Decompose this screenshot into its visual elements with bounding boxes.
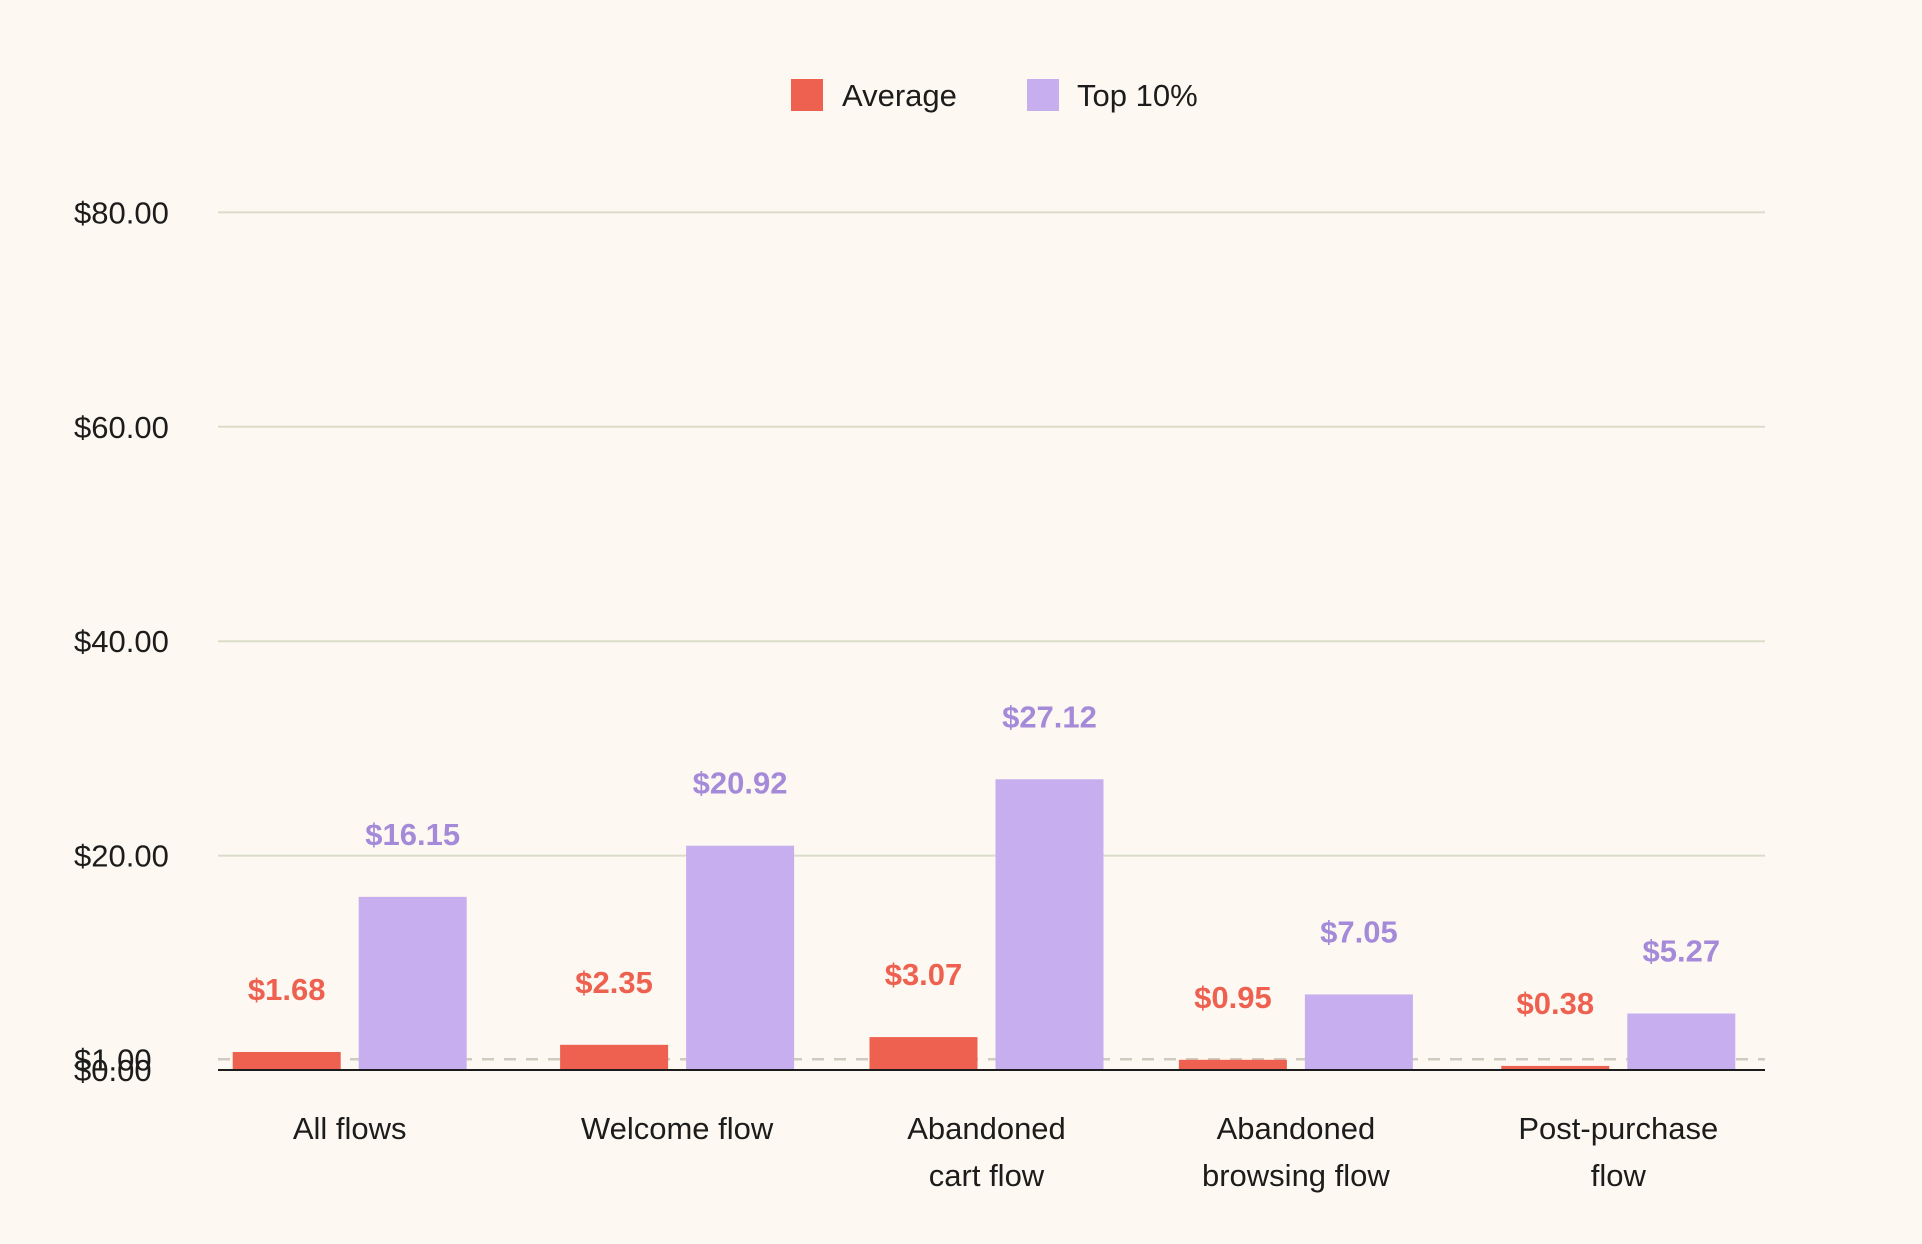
bars	[232, 779, 1736, 1070]
legend-swatch-average	[791, 79, 823, 111]
data-label-average: $2.35	[575, 965, 653, 1000]
bar-average	[869, 1037, 978, 1070]
y-tick-label: $40.00	[74, 624, 169, 659]
grid-lines	[218, 211, 1765, 1061]
data-labels: $1.68 $16.15 $2.35 $20.92 $3.07 $27.12 $0.95 $7…	[248, 699, 1720, 1021]
x-category-label: Welcome flow	[581, 1111, 774, 1146]
x-category-label: Abandoned	[1217, 1111, 1376, 1146]
x-category-label: flow	[1591, 1158, 1647, 1193]
x-category-label: Post-purchase	[1518, 1111, 1718, 1146]
data-label-average: $1.68	[248, 972, 326, 1007]
bar-average	[232, 1051, 341, 1070]
x-category-label: browsing flow	[1202, 1158, 1390, 1193]
y-tick-label: $80.00	[74, 195, 169, 230]
bar-top-10	[1627, 1013, 1736, 1070]
data-label-top-10: $16.15	[365, 817, 460, 852]
bar-top-10	[686, 845, 795, 1070]
data-label-top-10: $5.27	[1643, 934, 1721, 969]
y-tick-label: $1.00	[74, 1042, 152, 1077]
y-axis-tick-labels: $80.00 $60.00 $40.00 $20.00 $1.00$0.00	[74, 195, 169, 1088]
legend-swatch-top-10	[1027, 79, 1059, 111]
bar-top-10	[995, 779, 1104, 1070]
x-category-label: cart flow	[929, 1158, 1045, 1193]
legend-label-average: Average	[842, 78, 957, 113]
legend: Average Top 10%	[791, 78, 1198, 113]
bar-average	[1178, 1059, 1287, 1070]
x-category-label: Abandoned	[907, 1111, 1066, 1146]
x-category-label: All flows	[293, 1111, 407, 1146]
x-axis-category-labels: All flows Welcome flow Abandoned cart flow A…	[293, 1111, 1718, 1193]
data-label-top-10: $27.12	[1002, 699, 1097, 734]
bar-average	[1501, 1065, 1610, 1070]
data-label-top-10: $20.92	[693, 766, 788, 801]
legend-label-top-10: Top 10%	[1077, 78, 1198, 113]
data-label-average: $3.07	[885, 957, 963, 992]
bar-top-10	[358, 896, 467, 1070]
data-label-average: $0.38	[1517, 986, 1595, 1021]
data-label-average: $0.95	[1194, 980, 1272, 1015]
bar-average	[560, 1044, 669, 1070]
bar-top-10	[1304, 994, 1413, 1070]
data-label-top-10: $7.05	[1320, 914, 1398, 949]
y-tick-label: $0.00	[74, 1053, 152, 1088]
y-tick-label: $20.00	[74, 839, 169, 874]
y-tick-label: $60.00	[74, 410, 169, 445]
